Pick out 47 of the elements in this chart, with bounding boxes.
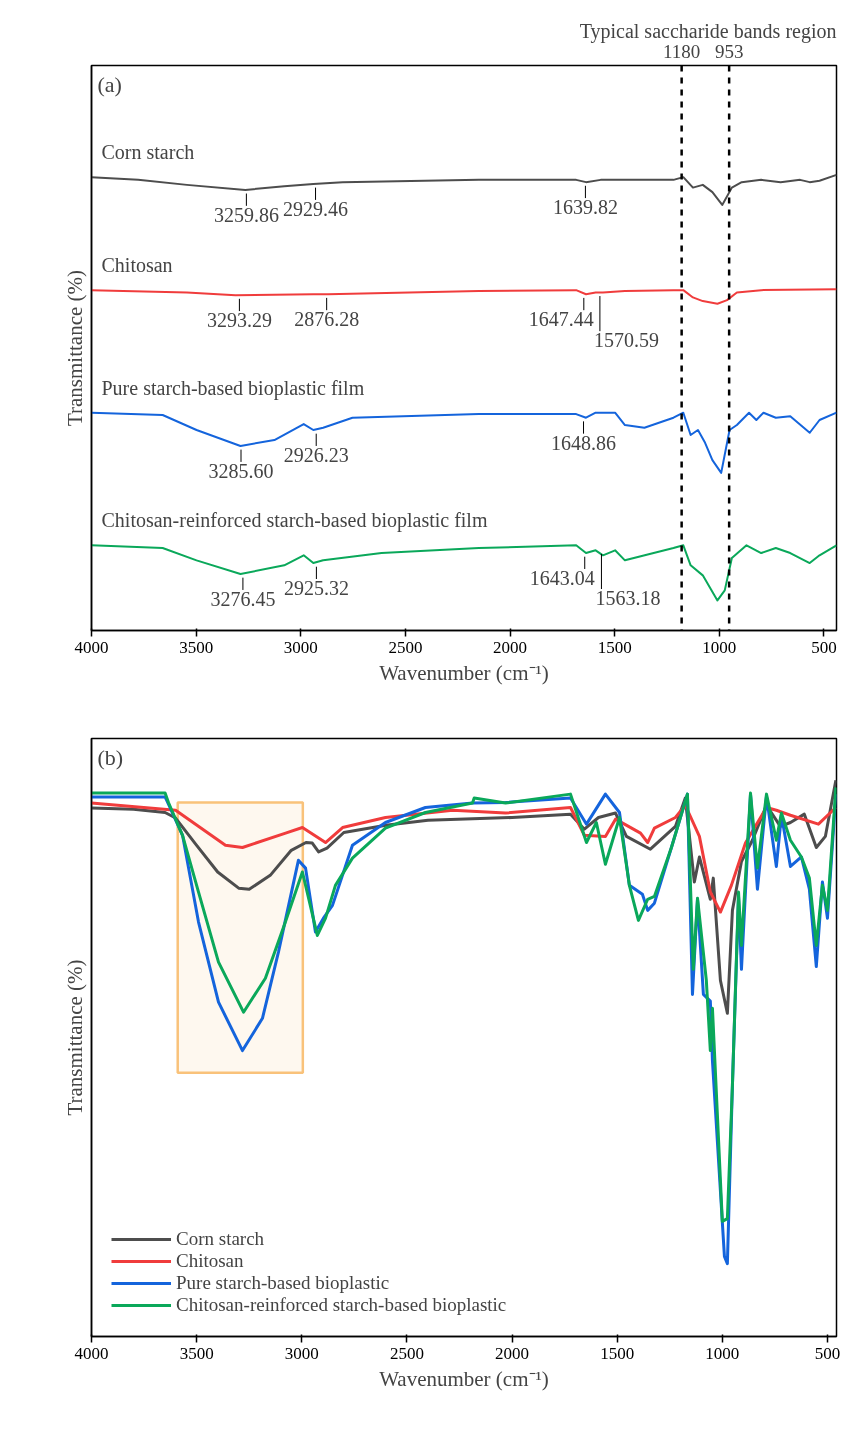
annotation: 2929.46 [283, 197, 349, 220]
x-axis-title: Wavenumber (cm⁻¹) [379, 1366, 549, 1391]
x-tick-label: 500 [814, 1343, 841, 1363]
x-tick-label: 2500 [388, 637, 423, 657]
annotation: 1570.59 [593, 329, 659, 352]
annotation: 2925.32 [283, 577, 349, 600]
annotation: 1648.86 [551, 431, 617, 454]
annotation: 1639.82 [552, 196, 618, 219]
x-tick-label: 4000 [74, 637, 109, 657]
annotation: 3259.86 [213, 203, 279, 226]
chart-title: (b) [97, 744, 124, 770]
legend-label: Chitosan-reinforced starch-based bioplastic [176, 1294, 507, 1316]
x-tick-label: 2500 [389, 1343, 424, 1363]
annotation: 1643.04 [529, 566, 595, 589]
x-tick-label: 3000 [283, 637, 318, 657]
x-tick-label: 2000 [495, 1343, 530, 1363]
x-tick-label: 3500 [179, 637, 214, 657]
x-tick-label: 500 [811, 637, 837, 657]
series-label: Chitosan-reinforced starch-based bioplastic film [101, 509, 488, 533]
series-label: Pure starch-based bioplastic film [101, 376, 365, 400]
x-tick-label: 1000 [705, 1343, 740, 1363]
y-axis-title: Transmittance (%) [62, 959, 87, 1116]
x-tick-label: 1500 [597, 637, 632, 657]
x-tick-label: 2000 [493, 637, 528, 657]
annotation: 3276.45 [210, 587, 276, 610]
annotation: 3293.29 [206, 309, 272, 332]
text: Typical saccharide bands region [579, 19, 837, 43]
legend-label: Pure starch-based bioplastic [176, 1272, 390, 1294]
x-tick-label: 1500 [600, 1343, 635, 1363]
series-label: Corn starch [101, 141, 195, 164]
x-tick-label: 3500 [179, 1343, 214, 1363]
annotation: 2926.23 [283, 443, 349, 466]
legend-label: Corn starch [176, 1228, 265, 1250]
chart-title: (a) [97, 71, 122, 97]
annotation: 3285.60 [208, 459, 274, 482]
ref-line-label: 1180 [662, 40, 701, 62]
y-axis-title: Transmittance (%) [62, 269, 87, 427]
annotation: 2876.28 [294, 308, 360, 331]
ref-line-label: 953 [714, 40, 744, 62]
x-tick-label: 3000 [284, 1343, 319, 1363]
annotation: 1563.18 [595, 587, 661, 610]
x-tick-label: 1000 [702, 637, 737, 657]
x-axis-title: Wavenumber (cm⁻¹) [379, 660, 549, 685]
series-label: Chitosan [101, 254, 173, 277]
legend-label: Chitosan [176, 1250, 244, 1272]
annotation: 1647.44 [528, 308, 594, 331]
x-tick-label: 4000 [74, 1343, 109, 1363]
